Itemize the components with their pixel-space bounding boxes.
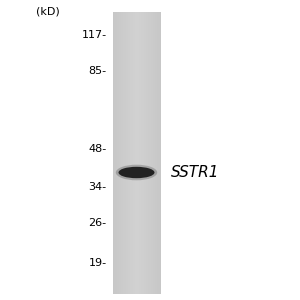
Text: (kD): (kD): [36, 6, 60, 16]
Text: 48-: 48-: [88, 143, 106, 154]
Text: 26-: 26-: [88, 218, 106, 229]
Text: 34-: 34-: [88, 182, 106, 193]
Text: 85-: 85-: [88, 65, 106, 76]
Text: SSTR1: SSTR1: [171, 165, 220, 180]
Ellipse shape: [116, 165, 157, 180]
Ellipse shape: [118, 167, 154, 178]
Text: 19-: 19-: [88, 258, 106, 268]
Text: 117-: 117-: [81, 29, 106, 40]
